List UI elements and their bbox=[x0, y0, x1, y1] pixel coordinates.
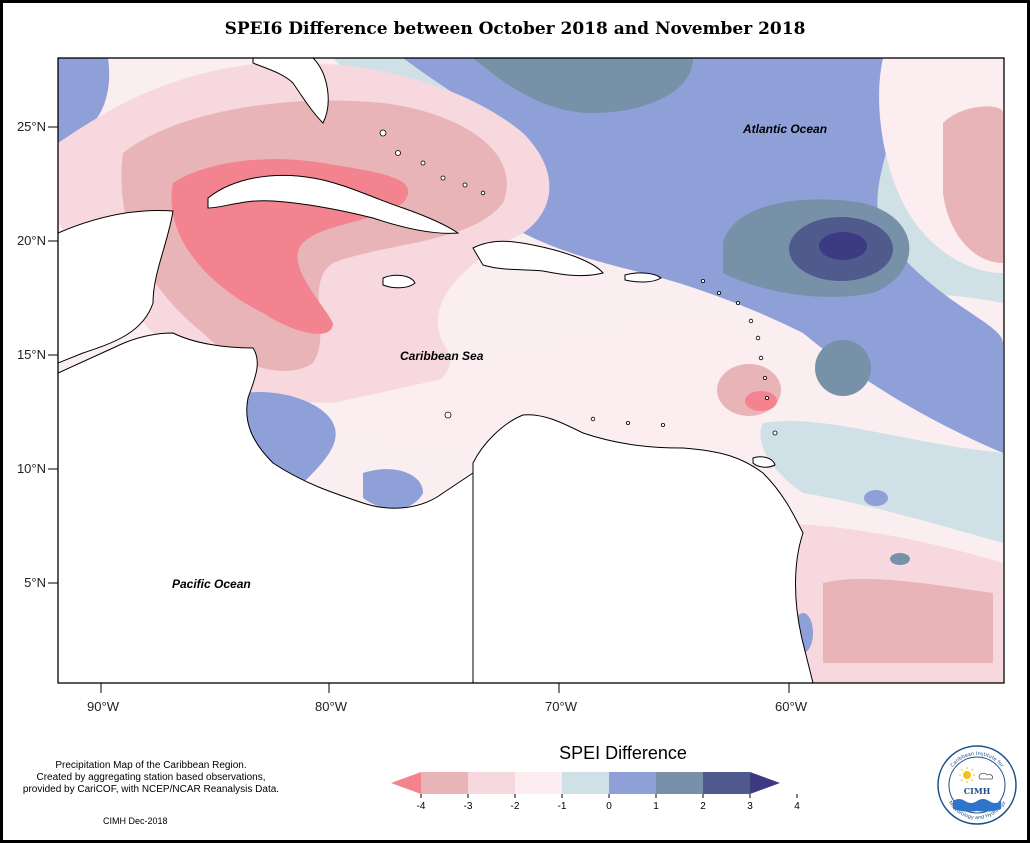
field-blue-west bbox=[58, 58, 110, 143]
latitude-ticks: 25°N 20°N 15°N 10°N 5°N bbox=[17, 119, 58, 590]
small-islands bbox=[379, 129, 778, 436]
jamaica bbox=[382, 274, 416, 289]
spei-legend-bar: -4 -3 -2 -1 0 1 2 3 4 bbox=[391, 772, 800, 812]
spei-field bbox=[58, 58, 1004, 683]
legend-swatch-2 bbox=[468, 772, 515, 794]
legend-title: SPEI Difference bbox=[559, 743, 687, 763]
map-border bbox=[57, 57, 1005, 684]
legend-tick-label-8: 4 bbox=[794, 801, 800, 812]
lat-label-20n: 20°N bbox=[17, 233, 46, 248]
legend-swatch-6 bbox=[656, 772, 703, 794]
field-deeppink-antilles bbox=[745, 391, 777, 411]
land bbox=[58, 58, 814, 683]
sun-rays-icon bbox=[959, 767, 975, 783]
mexico bbox=[58, 209, 174, 364]
legend-swatch-0 bbox=[391, 772, 421, 794]
lat-label-10n: 10°N bbox=[17, 461, 46, 476]
field-steel-blob bbox=[815, 340, 871, 396]
lat-label-15n: 15°N bbox=[17, 347, 46, 362]
cuba bbox=[207, 174, 460, 234]
atlantic-ocean-label: Atlantic Ocean bbox=[742, 122, 827, 136]
lon-label-60w: 60°W bbox=[775, 699, 808, 714]
legend-swatch-1 bbox=[421, 772, 468, 794]
central-america bbox=[58, 332, 474, 683]
field-steel-guiana bbox=[890, 553, 910, 565]
legend-tick-label-0: -4 bbox=[417, 801, 426, 812]
water-waves-icon bbox=[953, 799, 1001, 812]
trinidad bbox=[752, 456, 776, 468]
logo-name: CIMH bbox=[964, 786, 991, 796]
lat-label-5n: 5°N bbox=[24, 575, 46, 590]
legend-swatch-7 bbox=[703, 772, 750, 794]
legend-swatch-3 bbox=[515, 772, 562, 794]
field-darkest-core bbox=[819, 232, 867, 260]
legend-tick-label-4: 0 bbox=[606, 801, 612, 812]
lon-label-90w: 90°W bbox=[87, 699, 120, 714]
legend-tick-label-3: -1 bbox=[558, 801, 567, 812]
credits-line-3: provided by CariCOF, with NCEP/NCAR Rean… bbox=[22, 784, 280, 795]
pacific-ocean-label: Pacific Ocean bbox=[172, 577, 251, 591]
legend-tick-label-2: -2 bbox=[511, 801, 520, 812]
puerto-rico bbox=[624, 272, 662, 283]
legend-swatch-5 bbox=[609, 772, 656, 794]
legend-tick-label-7: 3 bbox=[747, 801, 753, 812]
field-steel-north bbox=[473, 58, 693, 113]
lat-label-25n: 25°N bbox=[17, 119, 46, 134]
cimh-date-stamp: CIMH Dec-2018 bbox=[103, 816, 168, 826]
florida bbox=[252, 58, 329, 124]
south-america bbox=[472, 414, 814, 683]
credits-line-2: Created by aggregating station based obs… bbox=[36, 772, 266, 783]
legend-tick-label-5: 1 bbox=[653, 801, 659, 812]
lon-label-80w: 80°W bbox=[315, 699, 348, 714]
logo-inner-ring bbox=[948, 756, 1006, 814]
legend-swatch-8 bbox=[750, 772, 780, 794]
legend-tick-label-1: -3 bbox=[464, 801, 473, 812]
lon-label-70w: 70°W bbox=[545, 699, 578, 714]
hispaniola bbox=[472, 240, 604, 277]
field-blue-panama bbox=[363, 469, 423, 509]
field-lightband-south bbox=[333, 324, 771, 455]
legend-swatch-4 bbox=[562, 772, 609, 794]
longitude-ticks: 90°W 80°W 70°W 60°W bbox=[87, 683, 808, 714]
field-pink-east bbox=[943, 106, 1003, 263]
field-lightblue-guiana-offshore bbox=[760, 420, 1003, 543]
caribbean-sea-label: Caribbean Sea bbox=[400, 349, 484, 363]
sun-icon bbox=[963, 771, 971, 779]
map-title: SPEI6 Difference between October 2018 an… bbox=[224, 19, 806, 39]
credits-line-1: Precipitation Map of the Caribbean Regio… bbox=[55, 760, 247, 771]
field-pink-guianas bbox=[823, 578, 993, 663]
cimh-logo: Caribbean Institute for Meteorology and … bbox=[937, 745, 1017, 825]
field-blue-small bbox=[864, 490, 888, 506]
map-canvas: 90°W 80°W 70°W 60°W 25°N 20°N 15°N 10°N … bbox=[17, 57, 1005, 812]
cloud-icon bbox=[978, 772, 993, 780]
credits-block: Precipitation Map of the Caribbean Regio… bbox=[11, 760, 291, 796]
legend-tick-label-6: 2 bbox=[700, 801, 706, 812]
